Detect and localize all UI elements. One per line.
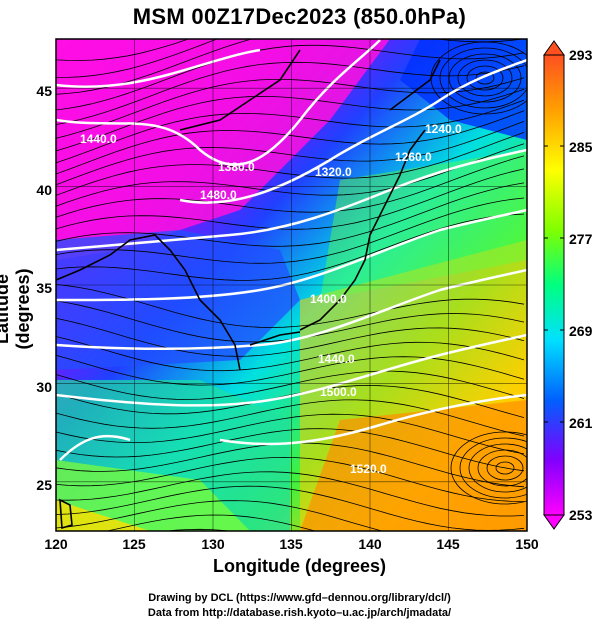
streamline [56,110,525,175]
contour-line [179,58,527,204]
streamline [56,317,525,357]
streamline [56,283,525,328]
streamline [56,354,525,386]
circulation-streamline [459,437,527,499]
contour-label: 1500.0 [320,385,357,399]
contour-line [59,434,131,461]
streamline [56,197,525,272]
colorbar [543,40,565,530]
streamline [56,77,525,139]
streamline [56,471,525,517]
x-tick-label: 145 [436,536,460,552]
circulation-streamline [468,443,527,493]
contour-label: 1440.0 [80,132,117,146]
y-axis-title: Latitude (degrees) [0,268,33,350]
colorbar-tick-label: 277 [569,231,593,247]
chart-title: MSM 00Z17Dec2023 (850.0hPa) [132,4,467,29]
circulation-streamline [457,59,513,97]
streamline [56,370,525,400]
circulation-streamline [439,47,527,109]
circulation-streamline [486,455,524,481]
contour-label: 1480.0 [200,188,237,202]
contour-line [219,393,527,446]
x-tick-label: 140 [358,536,382,552]
y-tick-label: 25 [36,477,52,493]
x-tick-label: 150 [515,536,539,552]
streamline [56,514,317,531]
contour-line [56,148,527,252]
circulation-streamline [466,65,504,91]
streamline [56,213,525,287]
contour-line [56,268,527,350]
streamline [56,132,525,197]
circulation-streamline [477,449,527,487]
streamline [56,500,384,531]
credit-data: Data from http://database.rish.kyoto–u.a… [147,607,452,619]
contour-line [56,48,261,89]
plot-frame [55,38,528,532]
y-tick-label: 35 [36,280,52,296]
streamline [56,99,525,164]
contour-label: 1440.0 [318,352,355,366]
streamline [56,39,190,61]
grid-lines [55,39,528,531]
x-tick-label: 135 [279,536,303,552]
streamline [56,336,525,372]
x-tick-label: 125 [122,536,146,552]
contour-label: 1320.0 [315,165,352,179]
colorbar-tick-label: 261 [569,415,593,431]
credit-drawing: Drawing by DCL (https://www.gfd–dennou.o… [148,592,451,604]
contour-label: 1380.0 [218,160,255,174]
streamline [56,44,525,111]
contour-label: 1520.0 [350,462,387,476]
height-contours [56,39,527,461]
x-axis-title: Longitude (degrees) [212,556,386,576]
streamline [56,168,525,242]
circulation-streamline [495,461,515,475]
streamline [56,413,525,455]
circulation-streamline [450,431,527,505]
contour-label: 1240.0 [425,122,462,136]
y-tick-label: 45 [36,83,52,99]
y-tick-label: 30 [36,379,52,395]
streamline [56,39,525,95]
colorbar-tick-label: 293 [569,47,593,63]
x-tick-label: 120 [44,536,68,552]
contour-label: 1400.0 [310,292,347,306]
streamline [56,88,525,152]
streamline [56,300,525,343]
contour-line [56,208,527,302]
streamlines [56,39,527,531]
streamline [56,485,525,531]
streamline [56,61,525,126]
x-tick-label: 130 [201,536,225,552]
colorbar-tick-label: 269 [569,323,593,339]
streamline [56,399,525,437]
colorbar-tick-label: 285 [569,139,593,155]
contour-label: 1260.0 [395,150,432,164]
streamline [56,155,525,227]
streamline [56,428,525,472]
contour-line [56,333,527,407]
streamline [56,39,219,78]
y-tick-label: 40 [36,182,52,198]
streamline [56,456,525,502]
streamline [56,182,525,257]
colorbar-tick-label: 253 [569,507,593,523]
contour-line [56,39,381,166]
circulation-streamline [448,53,522,103]
circulation-streamline [475,71,495,85]
streamline [56,121,525,186]
